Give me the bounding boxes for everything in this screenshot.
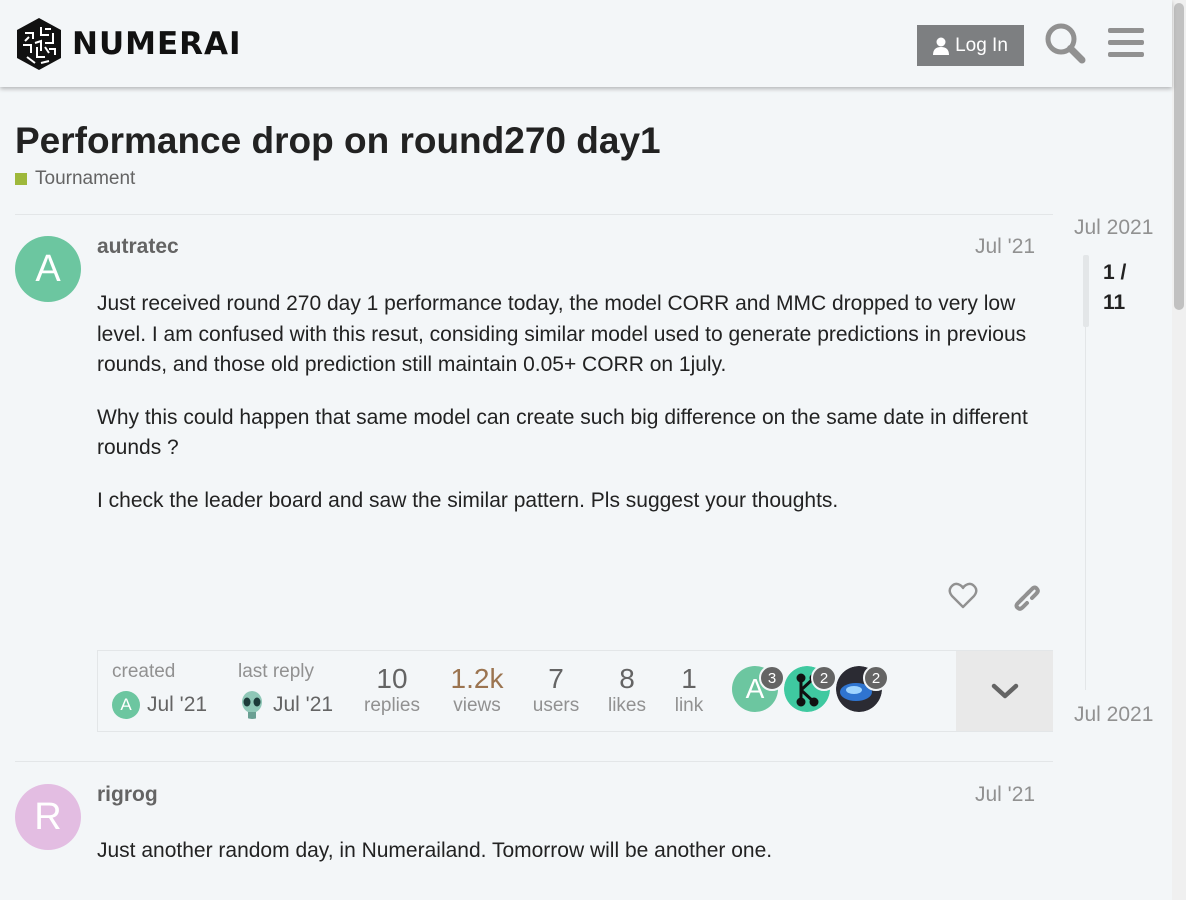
last-reply-label: last reply bbox=[238, 661, 315, 682]
post-divider bbox=[15, 761, 1053, 762]
timeline-track[interactable] bbox=[1085, 255, 1086, 690]
expand-topic-map-button[interactable] bbox=[956, 651, 1053, 731]
chevron-down-icon bbox=[991, 683, 1018, 699]
hamburger-menu-icon[interactable] bbox=[1106, 22, 1148, 64]
timeline-end-date[interactable]: Jul 2021 bbox=[1074, 703, 1154, 726]
post-username[interactable]: rigrog bbox=[97, 783, 158, 806]
login-label: Log In bbox=[955, 34, 1008, 56]
site-header: NUMERAI Log In bbox=[0, 0, 1172, 87]
views-stat: 1.2k views bbox=[450, 663, 504, 716]
category-label: Tournament bbox=[35, 168, 136, 189]
timeline-start-date[interactable]: Jul 2021 bbox=[1074, 216, 1154, 239]
topic-map: created A Jul '21 last reply Jul '21 10 … bbox=[97, 650, 1053, 732]
likes-stat: 8 likes bbox=[607, 663, 646, 716]
replies-stat: 10 replies bbox=[364, 663, 420, 716]
post-paragraph: Just received round 270 day 1 performanc… bbox=[97, 292, 1027, 376]
site-logo[interactable]: NUMERAI bbox=[15, 17, 242, 71]
participant-count-badge: 2 bbox=[863, 665, 889, 691]
post-date[interactable]: Jul '21 bbox=[975, 783, 1036, 806]
timeline-position: 1 / 11 bbox=[1103, 261, 1127, 314]
last-reply-date[interactable]: Jul '21 bbox=[273, 693, 334, 716]
timeline-handle[interactable] bbox=[1083, 255, 1089, 327]
alien-avatar[interactable] bbox=[238, 691, 266, 719]
user-icon bbox=[933, 37, 950, 55]
users-stat: 7 users bbox=[532, 663, 580, 716]
avatar[interactable]: A bbox=[112, 691, 140, 719]
category-color-swatch bbox=[15, 173, 27, 185]
post-date[interactable]: Jul '21 bbox=[975, 235, 1036, 258]
post-paragraph: I check the leader board and saw the sim… bbox=[97, 488, 839, 512]
numerai-cube-icon bbox=[17, 18, 61, 70]
participant-count-badge: 3 bbox=[759, 665, 785, 691]
post-paragraph: Why this could happen that same model ca… bbox=[97, 405, 1028, 460]
post-content: Just another random day, in Numerailand.… bbox=[97, 836, 1037, 889]
like-heart-icon[interactable] bbox=[948, 581, 978, 611]
links-stat[interactable]: 1 link bbox=[674, 663, 704, 716]
share-link-icon[interactable] bbox=[1010, 581, 1040, 611]
logo-text: NUMERAI bbox=[72, 26, 242, 62]
participant-count-badge: 2 bbox=[811, 665, 837, 691]
avatar[interactable]: A bbox=[15, 236, 81, 302]
post-divider bbox=[15, 214, 1053, 215]
created-date[interactable]: Jul '21 bbox=[147, 693, 208, 716]
search-icon[interactable] bbox=[1044, 22, 1086, 64]
login-button[interactable]: Log In bbox=[917, 25, 1024, 66]
post-content: Just received round 270 day 1 performanc… bbox=[97, 289, 1037, 538]
topic-title[interactable]: Performance drop on round270 day1 bbox=[15, 120, 661, 161]
post-paragraph: Just another random day, in Numerailand.… bbox=[97, 839, 773, 862]
avatar[interactable]: R bbox=[15, 784, 81, 850]
created-label: created bbox=[112, 661, 176, 682]
scrollbar-thumb[interactable] bbox=[1174, 3, 1184, 310]
post-username[interactable]: autratec bbox=[97, 235, 179, 258]
category-badge[interactable]: Tournament bbox=[15, 168, 135, 190]
